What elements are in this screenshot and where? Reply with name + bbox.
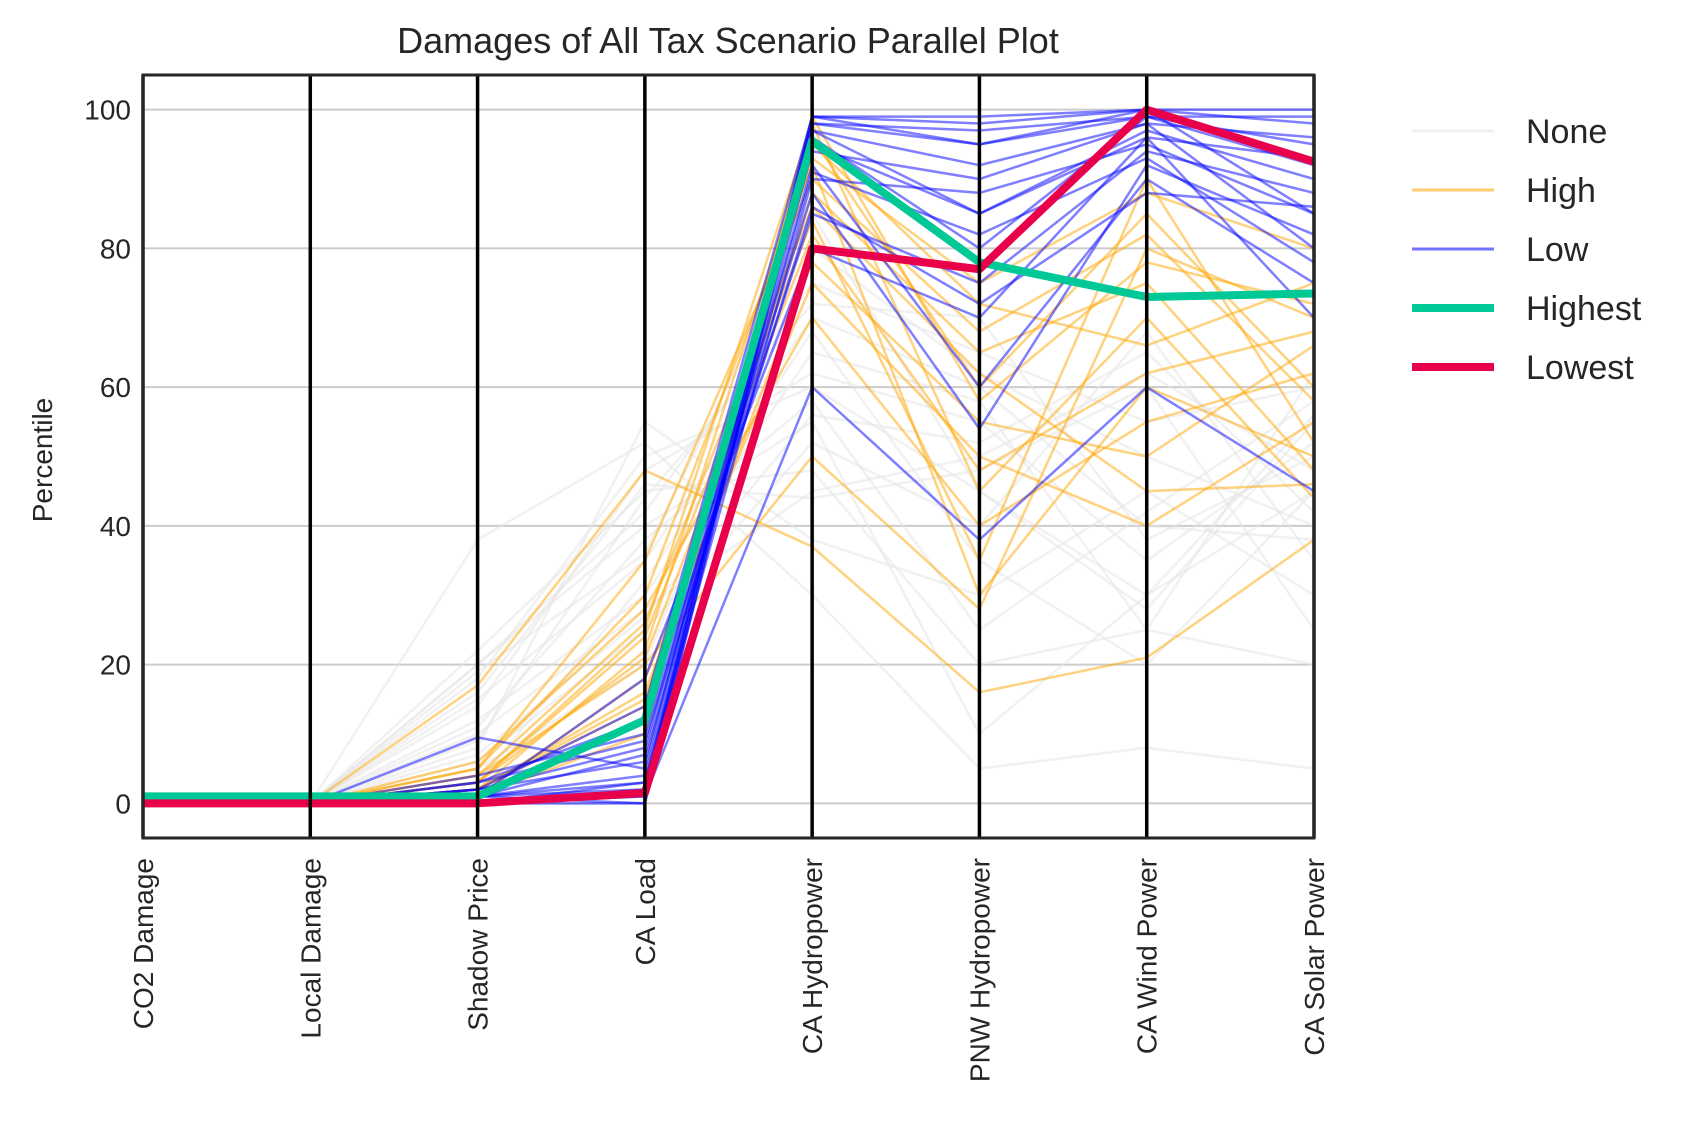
y-tick-label-0: 0 [115,788,131,819]
series-highlight-lines [143,105,1316,808]
x-tick-label-co2-damage: CO2 Damage [128,858,159,1029]
y-tick-label-100: 100 [84,95,131,126]
x-tick-label-ca-hydropower: CA Hydropower [797,858,828,1054]
legend-label-high: High [1526,172,1596,210]
x-tick-label-ca-solar-power: CA Solar Power [1299,858,1330,1056]
y-axis-label: Percentile [27,398,58,523]
x-tick-label-shadow-price: Shadow Price [463,858,494,1031]
y-tick-label-40: 40 [100,511,131,542]
y-tick-label-80: 80 [100,233,131,264]
y-tick-label-60: 60 [100,372,131,403]
series-highest-line [143,136,1315,801]
legend-label-low: Low [1526,231,1589,269]
x-tick-label-ca-wind-power: CA Wind Power [1132,858,1163,1054]
series-lowest-line [143,105,1316,808]
plot-frame [141,73,1316,840]
legend-label-highest: Highest [1526,290,1642,328]
x-tick-label-pnw-hydropower: PNW Hydropower [964,858,995,1082]
x-tick-label-local-damage: Local Damage [295,858,326,1039]
series-none-line-16 [143,212,1315,805]
x-tick-labels: CO2 Damage Local Damage Shadow Price CA Loa… [128,858,1330,1082]
legend-label-none: None [1526,113,1607,151]
legend: None High Low Highest Lowest [1412,113,1642,387]
x-tick-label-ca-load: CA Load [630,858,661,965]
legend-label-lowest: Lowest [1526,349,1634,387]
y-tick-label-20: 20 [100,650,131,681]
y-tick-labels: 0 20 40 60 80 100 [84,95,131,820]
chart-title: Damages of All Tax Scenario Parallel Plo… [397,20,1059,61]
